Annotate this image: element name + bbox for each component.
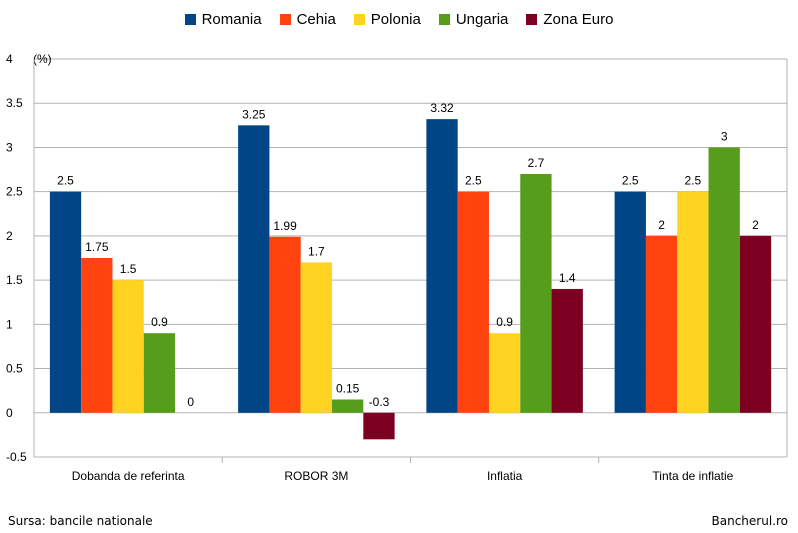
source-note: Sursa: bancile nationale [8,514,153,528]
x-tick-label: Inflatia [487,469,523,483]
y-tick-label: 1 [6,317,13,331]
y-tick-label: 2.5 [6,185,23,199]
bar [332,399,364,413]
legend-label: Cehia [296,11,336,28]
data-label: 1.99 [273,219,297,233]
data-label: 1.7 [308,244,325,258]
data-label: 3.25 [242,107,266,121]
legend-swatch [526,14,538,25]
bar [300,262,333,413]
bar [739,235,772,413]
y-tick-label: -0.5 [6,450,27,464]
data-label: 2.5 [57,174,74,188]
bar [457,191,489,413]
y-unit-label: (%) [33,52,52,66]
x-tick-label: Tinta de inflatie [652,469,733,483]
data-label: -0.3 [369,395,390,409]
data-label: 0 [187,395,194,409]
legend-item: Zona Euro [526,11,613,28]
bar [143,333,176,413]
y-tick-label: 4 [6,52,13,66]
bar [645,235,678,413]
data-label: 3 [721,129,728,143]
legend-swatch [438,14,450,25]
data-label: 2.5 [685,174,702,188]
bar [269,236,301,413]
data-label: 1.4 [559,271,576,285]
bar [488,333,521,413]
data-label: 3.32 [430,101,454,115]
y-tick-label: 3.5 [6,96,23,110]
y-tick-label: 1.5 [6,273,23,287]
y-tick-label: 0 [6,406,13,420]
data-label: 2 [658,218,665,232]
bar [708,147,740,413]
bar [426,119,458,413]
data-label: 2.5 [622,174,639,188]
data-label: 2.7 [528,156,545,170]
data-label: 0.9 [151,315,168,329]
bar [81,258,113,413]
y-tick-label: 3 [6,140,13,154]
chart-legend: Romania Cehia Polonia Ungaria Zona Euro [0,11,798,28]
legend-item: Ungaria [438,11,509,28]
y-tick-label: 2 [6,229,13,243]
bar [677,191,709,413]
data-label: 0.9 [496,315,513,329]
x-tick-label: ROBOR 3M [284,469,348,483]
legend-item: Polonia [353,11,421,28]
legend-label: Romania [201,11,262,28]
bar [238,125,270,413]
legend-swatch [279,14,291,25]
data-label: 0.15 [336,382,360,396]
bar [49,191,82,413]
y-tick-label: 0.5 [6,362,23,376]
legend-item: Cehia [279,11,336,28]
brand-label: Bancherul.ro [711,514,788,528]
legend-swatch [184,14,196,25]
bar [112,280,144,413]
bar [551,288,583,413]
data-label: 2 [752,218,759,232]
legend-item: Romania [184,11,262,28]
x-tick-label: Dobanda de referinta [72,469,185,483]
bar [614,191,646,413]
data-label: 1.75 [85,240,109,254]
bar [520,173,552,413]
legend-label: Zona Euro [543,11,614,28]
legend-swatch [353,14,365,25]
legend-label: Polonia [370,11,421,28]
data-label: 1.5 [120,262,137,276]
legend-label: Ungaria [455,11,509,28]
bar [363,412,395,440]
data-label: 2.5 [465,174,482,188]
